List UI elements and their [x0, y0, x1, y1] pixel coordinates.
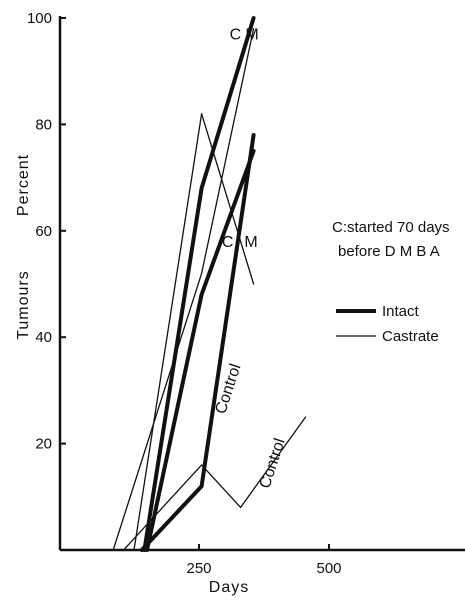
axes: 20 40 60 80 100 250 500 Days Tumours Percent [15, 10, 465, 596]
y-tick-label: 40 [35, 329, 52, 346]
y-axis-title-right: Percent [15, 154, 32, 216]
y-tick-label: 20 [35, 436, 52, 453]
line-label-control: Control [257, 436, 289, 490]
legend-label-castrate: Castrate [382, 328, 439, 345]
x-tick-label: 250 [186, 560, 211, 577]
y-tick-label: 60 [35, 223, 52, 240]
x-axis-title: Days [209, 579, 249, 596]
y-tick-label: 80 [35, 116, 52, 133]
line-label-c: C [222, 234, 234, 251]
note-line-1: C:started 70 days [332, 219, 450, 236]
line-label-m: M [245, 26, 258, 43]
series-line-intact-m [145, 149, 256, 552]
x-tick-label: 500 [316, 560, 341, 577]
series-line-castrate-m [112, 27, 255, 551]
series-line-intact-c [142, 16, 256, 552]
legend-label-intact: Intact [382, 303, 420, 320]
y-tick-label: 100 [27, 10, 52, 27]
y-axis-title-left: Tumours [15, 270, 32, 340]
legend: C:started 70 days before D M B A Intact Cas… [332, 219, 450, 345]
line-label-m: M [244, 234, 257, 251]
series-line-intact-control [139, 133, 256, 552]
note-line-2: before D M B A [338, 243, 440, 260]
series-lines [112, 16, 307, 552]
series-line-castrate-c [133, 113, 255, 551]
line-label-c: C [230, 26, 242, 43]
series-line-castrate-control [122, 416, 307, 551]
